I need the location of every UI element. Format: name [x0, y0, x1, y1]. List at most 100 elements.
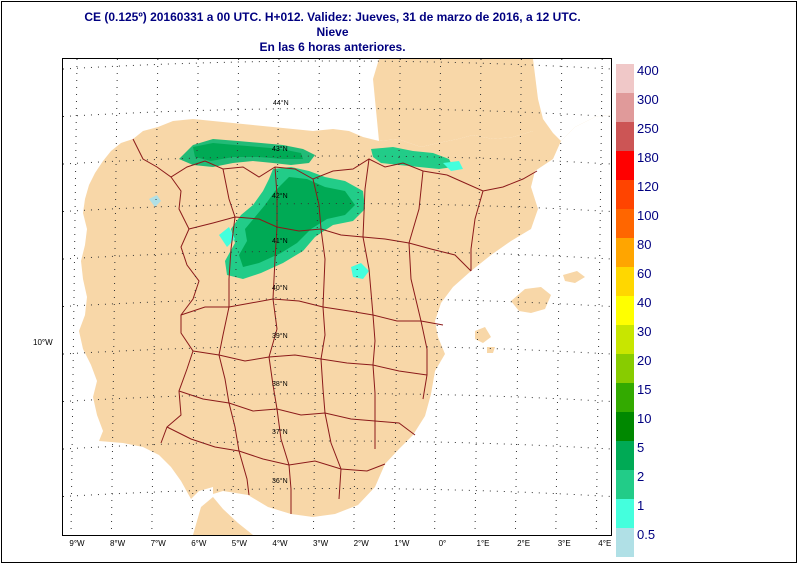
- lon-label: 1°W: [394, 539, 410, 548]
- border-vertical-5: [408, 170, 428, 400]
- legend-swatch: [616, 93, 634, 122]
- snow-area-10-duero: [239, 177, 355, 267]
- legend-label: 60: [637, 266, 652, 281]
- legend-swatch: [616, 151, 634, 180]
- mediterranean-sea: [313, 59, 611, 535]
- legend-swatch: [616, 470, 634, 499]
- legend-label: 15: [637, 382, 652, 397]
- legend-label: 30: [637, 324, 652, 339]
- border-north-1: [132, 138, 206, 178]
- meridian-line: [595, 59, 603, 535]
- menorca-island: [563, 271, 585, 283]
- snow-area-2-west: [219, 227, 235, 247]
- border-vertical-4: [362, 158, 376, 449]
- north-africa-land: [193, 497, 253, 535]
- snow-cantabrian-range: [179, 139, 315, 167]
- lon-label: 2°E: [517, 539, 531, 548]
- border-vertical-3: [312, 178, 342, 500]
- meridian-line: [434, 59, 442, 535]
- legend-swatch: [616, 441, 634, 470]
- meridian-line: [312, 59, 320, 535]
- lon-label: 6°W: [191, 539, 207, 548]
- lat-label: 44°N: [273, 100, 289, 107]
- lon-label: 4°E: [598, 539, 612, 548]
- meridian-line: [555, 59, 563, 535]
- portugal-spain-border: [160, 176, 200, 444]
- iberian-peninsula-land: [63, 59, 611, 535]
- meridian-line: [514, 59, 522, 535]
- border-south-1: [178, 390, 416, 436]
- lat-label: 36°N: [272, 478, 288, 485]
- border-central-3: [192, 350, 428, 376]
- border-north-2: [204, 158, 448, 180]
- lat-label: 37°N: [272, 429, 288, 436]
- map-panel: [62, 58, 612, 536]
- legend-swatch: [616, 64, 634, 93]
- formentera-island: [487, 347, 495, 353]
- legend-swatch: [616, 354, 634, 383]
- legend-label: 180: [637, 150, 659, 165]
- border-central-1: [188, 216, 472, 272]
- meridian-line: [191, 59, 199, 535]
- legend-swatch: [616, 180, 634, 209]
- lon-label: 4°W: [272, 539, 288, 548]
- legend-swatch: [616, 209, 634, 238]
- lat-label: 38°N: [272, 381, 288, 388]
- border-vertical-6: [470, 190, 484, 271]
- lon-label: 0°: [438, 539, 447, 548]
- ibiza-island: [475, 327, 491, 343]
- legend-swatch: [616, 267, 634, 296]
- border-central-2: [180, 298, 444, 326]
- lat-label: 39°N: [272, 333, 288, 340]
- lon-label: 8°W: [109, 539, 126, 548]
- legend-swatch: [616, 383, 634, 412]
- lon-label: 3°E: [557, 539, 571, 548]
- legend-swatch: [616, 412, 634, 441]
- lat-label: 42°N: [272, 193, 288, 200]
- legend-label: 1: [637, 498, 645, 513]
- snow-area-1-galicia: [149, 195, 161, 207]
- legend-label: 80: [637, 237, 652, 252]
- legend-label: 40: [637, 295, 652, 310]
- legend-swatch: [616, 499, 634, 528]
- legend-label: 300: [637, 92, 659, 107]
- legend-label: 20: [637, 353, 652, 368]
- mallorca-island: [511, 287, 551, 313]
- lon-label: 1°E: [476, 539, 490, 548]
- legend-swatch: [616, 325, 634, 354]
- border-vertical-1: [218, 168, 250, 496]
- lon-label: 2°W: [353, 539, 369, 548]
- map-canvas: [63, 59, 611, 535]
- lat-label: 41°N: [272, 238, 288, 245]
- map-period: En las 6 horas anteriores.: [259, 40, 406, 54]
- snow-iberian-system: [219, 167, 365, 279]
- meridian-line: [353, 59, 361, 535]
- legend-label: 0.5: [637, 527, 656, 542]
- atlantic-south-sea: [63, 441, 213, 535]
- meridian-line: [70, 59, 78, 535]
- legend-swatch: [616, 122, 634, 151]
- meridian-line: [272, 59, 280, 535]
- border-north-3: [446, 170, 538, 192]
- legend-label: 2: [637, 469, 645, 484]
- legend-label: 10: [637, 411, 652, 426]
- lon-label: 7°W: [150, 539, 166, 548]
- legend-label: 120: [637, 179, 659, 194]
- meridian-line: [474, 59, 482, 535]
- lon-label: 9°W: [69, 539, 85, 548]
- snow-area-2-pyrenees: [443, 161, 463, 171]
- lon-label: 5°W: [231, 539, 247, 548]
- map-variable: Nieve: [316, 25, 349, 39]
- left-longitude-label: 10°W: [33, 338, 53, 347]
- snow-area-2-teruel: [351, 263, 369, 279]
- legend-label: 400: [637, 63, 659, 78]
- france-gulf-of-lion-sea: [533, 59, 611, 141]
- legend-label: 100: [637, 208, 659, 223]
- map-title: CE (0.125º) 20160331 a 00 UTC. H+012. Va…: [84, 10, 581, 24]
- lon-label: 3°W: [312, 539, 329, 548]
- legend-label: 5: [637, 440, 645, 455]
- snow-pyrenees-navarra: [371, 147, 463, 171]
- meridian-line: [151, 59, 159, 535]
- meridian-line: [110, 59, 118, 535]
- snow-area-2-cantabria: [193, 143, 303, 161]
